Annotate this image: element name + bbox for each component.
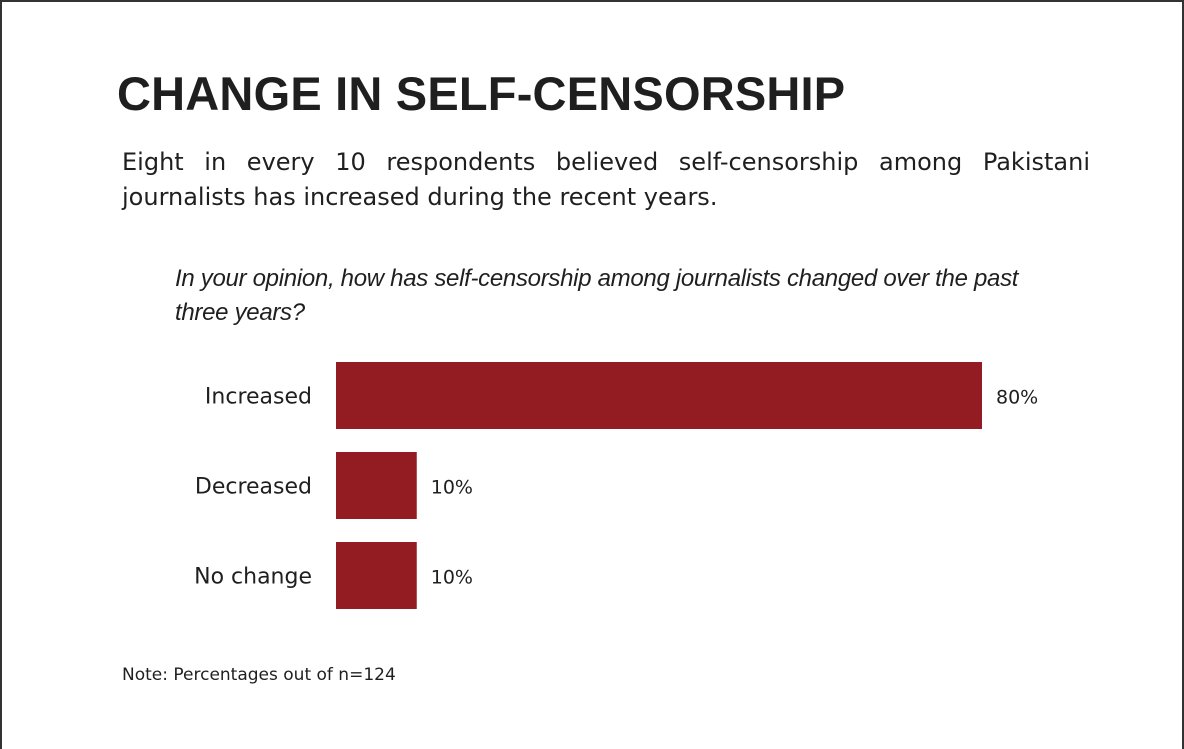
category-label: Decreased (195, 475, 312, 500)
bar-no-change (336, 542, 417, 609)
category-label: Increased (205, 385, 312, 410)
value-label: 80% (996, 387, 1038, 409)
chart-subtitle: Eight in every 10 respondents believed s… (122, 148, 1090, 211)
value-label: 10% (431, 567, 473, 589)
survey-question: In your opinion, how has self-censorship… (175, 265, 1019, 326)
category-label: No change (194, 565, 312, 590)
bar-increased (336, 362, 982, 429)
value-label: 10% (431, 477, 473, 499)
chart-note: Note: Percentages out of n=124 (122, 665, 396, 685)
bar-decreased (336, 452, 417, 519)
chart-title: CHANGE IN SELF-CENSORSHIP (117, 67, 846, 120)
